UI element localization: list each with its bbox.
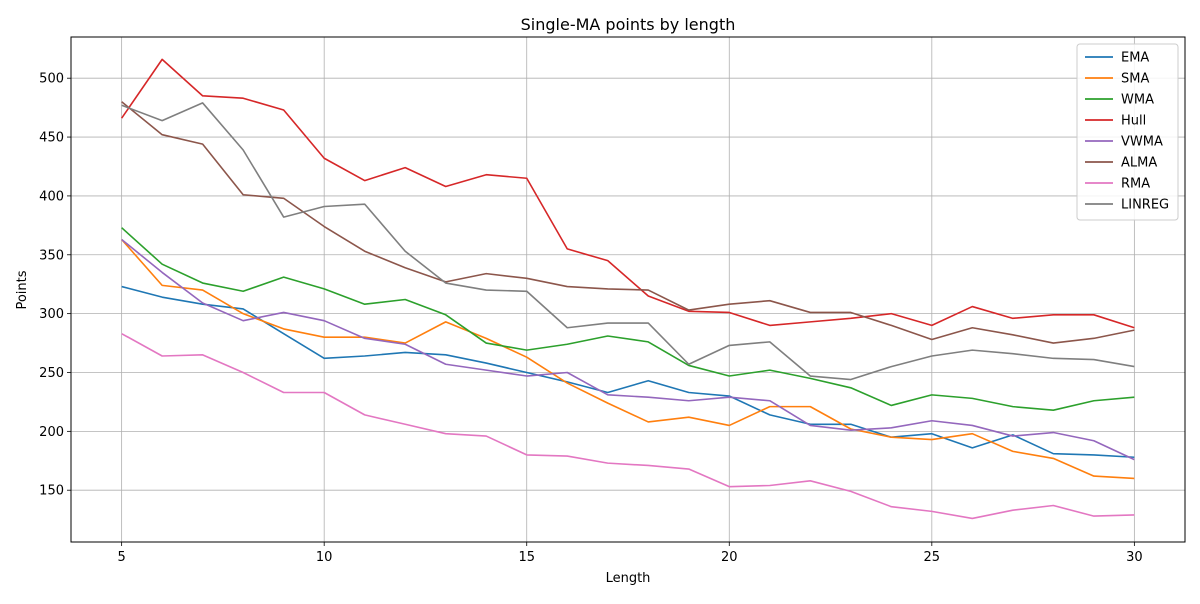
- legend-label-ema: EMA: [1121, 51, 1149, 66]
- plot-frame: [70, 36, 1186, 543]
- y-tick-label: 350: [39, 248, 64, 263]
- legend-label-linreg: LINREG: [1121, 198, 1169, 213]
- legend-label-rma: RMA: [1121, 177, 1150, 192]
- legend-label-vwma: VWMA: [1121, 135, 1163, 150]
- y-tick-layer: 150 200 250 300 350 400 450 500: [39, 72, 71, 499]
- legend-box: [1076, 43, 1179, 221]
- y-tick-label: 450: [39, 131, 64, 146]
- x-axis-label: Length: [606, 571, 651, 586]
- series-line-hull: [120, 58, 1135, 329]
- y-tick-label: 300: [39, 307, 64, 322]
- series-line-alma: [121, 101, 1135, 344]
- legend-label-wma: WMA: [1121, 93, 1154, 108]
- series-line-rma: [121, 332, 1135, 520]
- series-line-vwma: [121, 238, 1135, 461]
- x-tick-label: 30: [1126, 550, 1143, 565]
- legend-label-alma: ALMA: [1121, 156, 1157, 171]
- series-line-ema: [121, 285, 1135, 459]
- legend-label-sma: SMA: [1121, 72, 1149, 87]
- y-tick-label: 400: [39, 189, 64, 204]
- x-tick-label: 15: [518, 550, 535, 565]
- x-tick-label: 25: [924, 550, 941, 565]
- x-tick-label: 10: [316, 550, 333, 565]
- y-tick-label: 200: [39, 425, 64, 440]
- y-tick-label: 500: [39, 72, 64, 87]
- series-line-sma: [121, 238, 1135, 480]
- chart-title: Single-MA points by length: [521, 15, 736, 34]
- y-axis-label: Points: [15, 270, 30, 309]
- legend-label-hull: Hull: [1121, 114, 1146, 129]
- series-layer: [120, 58, 1135, 520]
- series-line-linreg: [121, 102, 1135, 381]
- y-tick-label: 150: [39, 484, 64, 499]
- x-tick-layer: 5 10 15 20 25 30: [117, 542, 1143, 565]
- x-tick-label: 5: [117, 550, 125, 565]
- series-line-wma: [121, 227, 1135, 411]
- legend: EMA SMA WMA Hull VWMA ALMA RMA LINREG: [1076, 43, 1179, 221]
- x-tick-label: 20: [721, 550, 738, 565]
- y-tick-label: 250: [39, 366, 64, 381]
